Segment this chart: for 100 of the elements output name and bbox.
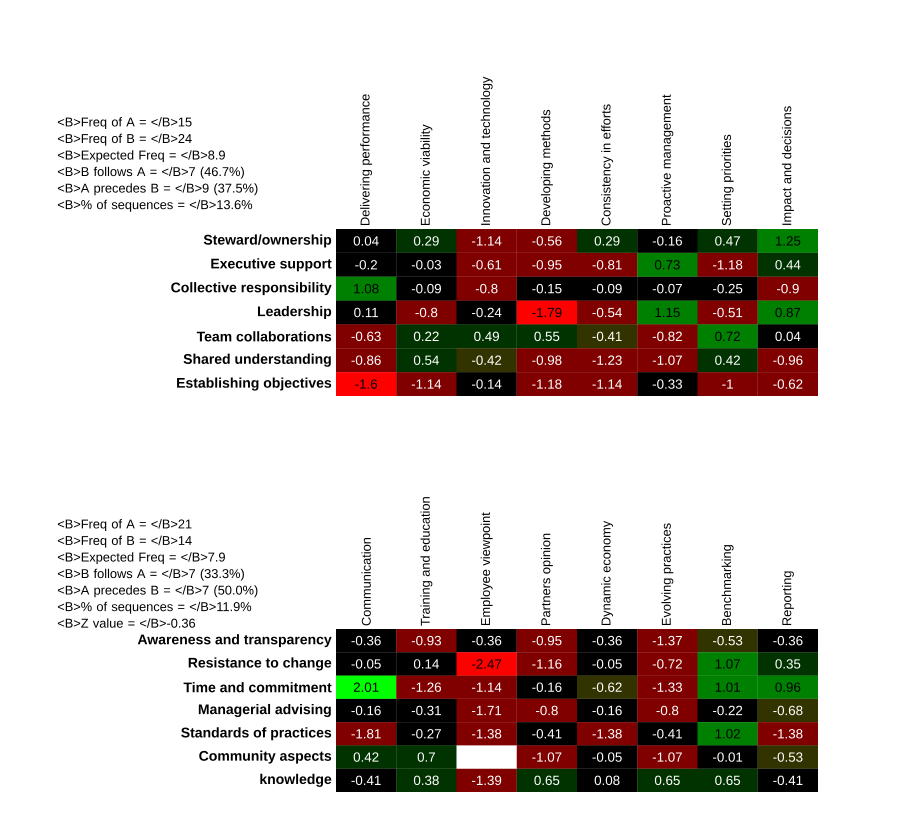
data-label: -0.61: [472, 260, 502, 270]
data-label: -0.36: [592, 636, 622, 646]
data-label: -0.07: [652, 284, 682, 294]
data-label: -1.37: [652, 636, 682, 646]
data-label: -0.01: [713, 752, 742, 762]
y-tick-label: knowledge: [260, 774, 332, 787]
y-tick-label: Executive support: [211, 258, 332, 272]
text: <B>Freq of A = </B>15: [58, 117, 192, 130]
data-label: -0.96: [773, 355, 802, 365]
data-label: -0.68: [773, 706, 802, 716]
data-label: -1.14: [412, 379, 442, 389]
data-label: -1.71: [472, 706, 502, 716]
data-label: 0.65: [534, 776, 560, 786]
data-label: 1.01: [716, 682, 740, 692]
y-tick-label: Steward/ownership: [204, 234, 332, 248]
x-tick-label: Benchmarking: [722, 545, 734, 626]
x-tick-label: Proactive management: [661, 94, 674, 226]
data-label: 0.55: [534, 332, 560, 342]
data-label: -0.27: [412, 729, 441, 738]
y-tick-label: Resistance to change: [188, 657, 332, 670]
data-label: -0.09: [592, 284, 622, 294]
data-label: 1.15: [655, 308, 680, 318]
data-label: -2.47: [472, 659, 502, 669]
data-label: -0.41: [773, 776, 802, 786]
data-label: -0.09: [412, 284, 441, 294]
data-label: -0.98: [532, 355, 562, 365]
data-label: 0.04: [354, 236, 379, 246]
data-label: -0.03: [412, 260, 441, 270]
data-label: -1.07: [652, 752, 682, 762]
data-label: 0.73: [654, 260, 680, 270]
data-label: 0.04: [775, 332, 800, 342]
data-label: 0.65: [715, 776, 740, 786]
data-label: 0.54: [414, 355, 439, 365]
data-label: -0.33: [652, 379, 682, 389]
data-label: -0.8: [656, 706, 678, 716]
text: <B>Z value = </B>-0.36: [58, 618, 196, 628]
data-label: -1.14: [472, 236, 502, 246]
y-tick-label: Collective responsibility: [171, 282, 332, 296]
data-label: -0.9: [776, 284, 799, 294]
data-label: -0.54: [592, 308, 622, 318]
data-label: 0.47: [715, 236, 740, 246]
data-label: -0.8: [415, 308, 438, 318]
data-label: -0.14: [472, 379, 502, 389]
text: <B>Freq of B = </B>14: [58, 536, 192, 548]
data-label: -0.53: [713, 636, 742, 646]
text: <B>Freq of B = </B>24: [58, 134, 192, 146]
data-label: 0.11: [354, 308, 378, 318]
data-label: -0.81: [592, 260, 622, 270]
data-label: -1.07: [652, 355, 682, 365]
data-label: -0.86: [352, 355, 381, 365]
text: <B>% of sequences = </B>13.6%: [58, 200, 252, 212]
data-label: 0.42: [354, 752, 378, 762]
x-tick-label: Innovation and technology: [480, 76, 493, 225]
x-tick-label: Communication: [361, 538, 371, 626]
y-tick-label: Time and commitment: [184, 682, 332, 692]
data-label: -0.2: [355, 260, 377, 270]
data-label: -0.36: [352, 636, 381, 646]
x-tick-label: Setting priorities: [722, 134, 734, 226]
data-label: -1.39: [472, 776, 502, 786]
data-label: 0.42: [715, 355, 740, 365]
y-tick-label: Managerial advising: [198, 704, 331, 718]
data-label: -0.16: [352, 706, 381, 716]
data-label: -0.15: [532, 284, 562, 294]
data-label: -0.05: [592, 752, 622, 762]
text: <B>Expected Freq = </B>8.9: [58, 150, 225, 162]
data-label: 0.22: [414, 332, 439, 342]
x-tick-label: Developing methods: [540, 110, 553, 226]
data-label: -0.62: [592, 682, 622, 692]
data-label: -1.14: [592, 379, 622, 389]
data-label: -1: [722, 379, 733, 389]
data-label: -1.38: [592, 729, 622, 738]
data-label: -0.95: [532, 260, 562, 270]
x-tick-label: Impact and decisions: [782, 106, 794, 225]
x-tick-label: Employee viewpoint: [480, 512, 493, 626]
data-label: 0.29: [594, 236, 620, 246]
x-tick-label: Partners opinion: [540, 534, 553, 626]
data-label: -0.42: [472, 355, 502, 365]
data-label: 1.02: [716, 729, 740, 738]
text: <B>B follows A = </B>7 (46.7%): [58, 166, 244, 179]
data-label: -0.41: [352, 776, 381, 786]
data-label: 0.29: [414, 236, 439, 246]
text: <B>A precedes B = </B>9 (37.5%): [58, 183, 258, 196]
data-label: 0.87: [775, 308, 800, 318]
data-label: -0.24: [472, 308, 502, 318]
data-label: -1.26: [412, 682, 441, 692]
y-tick-label: Shared understanding: [184, 354, 331, 367]
data-label: -0.36: [773, 636, 802, 646]
data-label: -0.53: [773, 752, 802, 762]
data-label: -1.07: [532, 752, 562, 762]
data-label: 0.49: [474, 332, 499, 342]
data-label: -1.79: [532, 308, 562, 318]
data-label: 0.35: [775, 659, 800, 669]
data-label: -0.8: [536, 706, 558, 716]
y-tick-label: Awareness and transparency: [138, 634, 332, 648]
data-label: -0.51: [713, 308, 742, 318]
data-label: 1.08: [354, 284, 379, 294]
data-label: -0.82: [652, 332, 682, 342]
text: <B>% of sequences = </B>11.9%: [58, 602, 252, 614]
data-label: -0.31: [412, 706, 441, 716]
data-label: 0.44: [775, 260, 800, 270]
